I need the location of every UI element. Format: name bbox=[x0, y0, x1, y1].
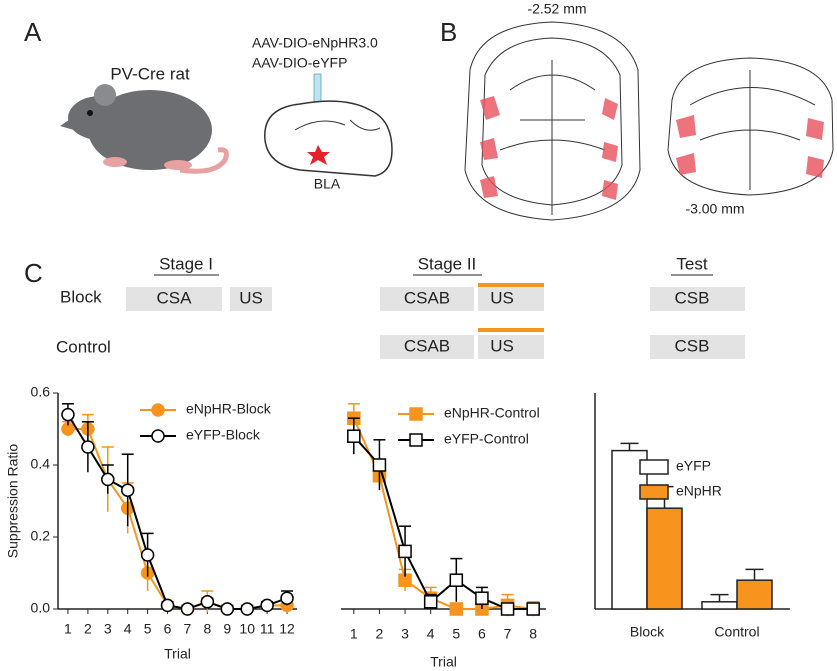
cell: CSAB bbox=[404, 336, 450, 355]
x-tick-label: 9 bbox=[223, 621, 231, 637]
x-tick-label: 11 bbox=[260, 621, 275, 637]
legend-marker bbox=[409, 407, 423, 421]
bar bbox=[646, 507, 683, 610]
section-label: -2.52 mm bbox=[527, 1, 586, 17]
stage-label: Stage II bbox=[418, 254, 477, 273]
cell: CSA bbox=[157, 288, 193, 307]
series-line bbox=[67, 414, 288, 611]
cell: US bbox=[239, 288, 263, 307]
x-axis-label: Trial bbox=[430, 654, 457, 670]
marker bbox=[398, 544, 412, 559]
brain-illustration bbox=[264, 73, 393, 177]
strain-label: PV-Cre rat bbox=[110, 64, 190, 83]
marker bbox=[449, 573, 464, 587]
group-label: Block bbox=[60, 287, 102, 306]
brain-sections bbox=[464, 21, 834, 221]
panel-label: C bbox=[24, 258, 43, 288]
target-label: BLA bbox=[314, 176, 341, 192]
injection-sites bbox=[480, 96, 824, 200]
legend-swatch bbox=[639, 484, 669, 500]
legend-label: eYFP-Control bbox=[444, 431, 529, 447]
marker bbox=[101, 472, 115, 487]
legend-label: eYFP bbox=[676, 458, 711, 474]
cell: CSB bbox=[675, 336, 710, 355]
marker bbox=[475, 591, 489, 605]
cell: CSB bbox=[675, 288, 710, 307]
legend-label: eNpHR bbox=[676, 483, 722, 499]
legend-marker bbox=[409, 433, 423, 447]
series-line bbox=[67, 428, 288, 611]
panel-label: A bbox=[24, 17, 42, 47]
y-tick-label: 0.4 bbox=[31, 456, 51, 472]
x-tick-label: 2 bbox=[376, 626, 384, 642]
marker bbox=[200, 595, 215, 609]
y-axis-label: Suppression Ratio bbox=[5, 444, 21, 559]
marker bbox=[160, 598, 175, 613]
x-axis-label: Trial bbox=[164, 646, 191, 662]
marker bbox=[240, 602, 254, 616]
x-tick-label: 4 bbox=[124, 621, 132, 637]
bar bbox=[611, 449, 648, 610]
x-tick-label: 10 bbox=[239, 621, 255, 637]
legend-label: eNpHR-Block bbox=[186, 401, 272, 417]
marker bbox=[423, 595, 438, 609]
x-tick-label: Control bbox=[714, 624, 759, 640]
marker bbox=[120, 483, 135, 497]
marker bbox=[81, 440, 95, 454]
marker bbox=[449, 602, 464, 616]
marker bbox=[260, 598, 274, 613]
panel-label: B bbox=[440, 17, 457, 47]
y-tick-label: 0.2 bbox=[31, 528, 51, 544]
rat-illustration bbox=[60, 84, 229, 174]
cell: US bbox=[490, 288, 514, 307]
x-tick-label: 7 bbox=[504, 626, 512, 642]
virus-label: AAV-DIO-eNpHR3.0 bbox=[252, 35, 378, 51]
marker bbox=[280, 591, 294, 605]
marker bbox=[180, 602, 195, 616]
y-tick-label: 0.0 bbox=[31, 600, 51, 616]
legend-label: eYFP-Block bbox=[186, 427, 261, 443]
design-table: Stage I Stage II Test Block CSA US CSAB … bbox=[56, 254, 745, 359]
stage-label: Stage I bbox=[159, 254, 213, 273]
marker bbox=[347, 429, 361, 443]
x-tick-label: 3 bbox=[104, 621, 112, 637]
cell: US bbox=[490, 336, 514, 355]
cell: CSAB bbox=[404, 288, 450, 307]
group-label: Control bbox=[56, 337, 111, 356]
bar bbox=[701, 601, 738, 610]
x-tick-label: 1 bbox=[64, 621, 72, 637]
virus-label: AAV-DIO-eYFP bbox=[252, 55, 347, 71]
section-label: -3.00 mm bbox=[685, 201, 744, 217]
y-tick-label: 0.6 bbox=[31, 384, 51, 400]
legend-marker bbox=[151, 429, 165, 443]
legend-marker bbox=[151, 403, 165, 417]
marker bbox=[500, 602, 515, 616]
x-tick-label: 12 bbox=[279, 621, 295, 637]
marker bbox=[140, 548, 155, 562]
x-tick-label: Block bbox=[630, 624, 665, 640]
x-tick-label: 3 bbox=[401, 626, 409, 642]
x-tick-label: 8 bbox=[529, 626, 537, 642]
marker bbox=[61, 407, 75, 422]
x-tick-label: 2 bbox=[84, 621, 92, 637]
series-line bbox=[352, 417, 534, 610]
x-tick-label: 5 bbox=[452, 626, 460, 642]
bar bbox=[736, 579, 773, 610]
x-tick-label: 5 bbox=[144, 621, 152, 637]
x-tick-label: 4 bbox=[427, 626, 435, 642]
x-tick-label: 6 bbox=[478, 626, 486, 642]
marker bbox=[220, 602, 235, 616]
marker bbox=[526, 602, 540, 616]
x-tick-label: 7 bbox=[184, 621, 192, 637]
legend-label: eNpHR-Control bbox=[444, 405, 540, 421]
stage-label: Test bbox=[676, 254, 707, 273]
x-tick-label: 8 bbox=[203, 621, 211, 637]
x-tick-label: 6 bbox=[164, 621, 172, 637]
x-tick-label: 1 bbox=[350, 626, 358, 642]
marker bbox=[372, 458, 387, 472]
legend-swatch bbox=[639, 459, 669, 475]
